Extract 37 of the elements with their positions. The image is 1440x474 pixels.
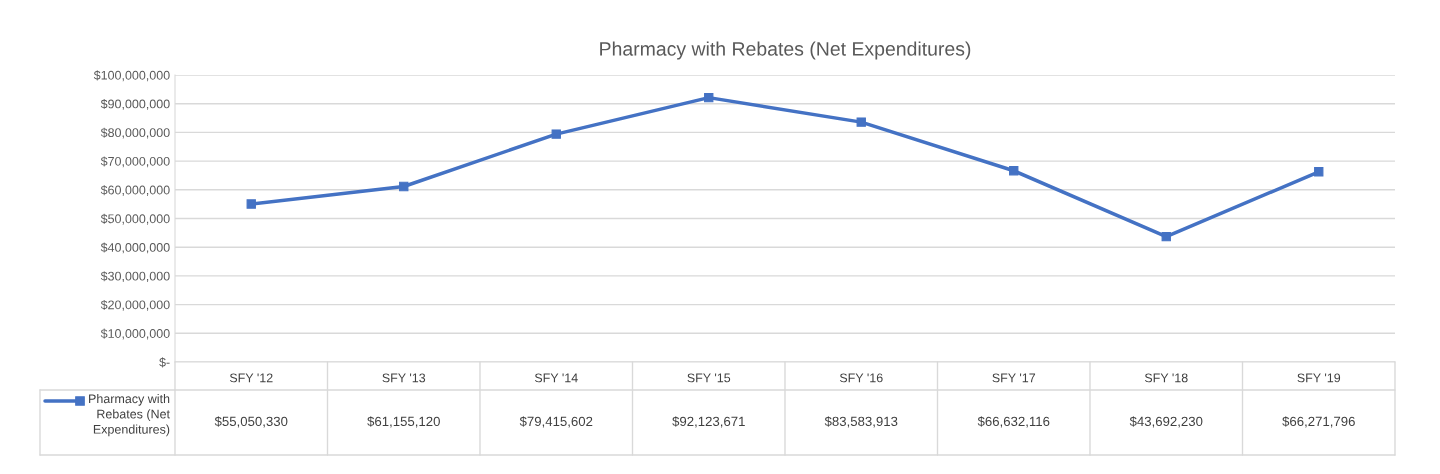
x-tick-label: SFY '12 xyxy=(229,373,273,383)
data-label: $79,415,602 xyxy=(519,416,593,428)
y-tick-label: $30,000,000 xyxy=(100,271,170,283)
x-tick-label: SFY '18 xyxy=(1144,373,1188,383)
x-tick-label: SFY '16 xyxy=(839,373,883,383)
y-tick-label: $60,000,000 xyxy=(100,185,170,196)
point xyxy=(856,117,866,127)
data-label: $66,271,796 xyxy=(1282,416,1355,428)
point xyxy=(704,92,714,103)
y-tick-label: $20,000,000 xyxy=(100,299,170,311)
y-tick-label: $- xyxy=(159,357,170,368)
legend-label: Pharmacy with Rebates (Net Expenditures) xyxy=(89,394,170,437)
data-label: $83,583,913 xyxy=(824,416,898,428)
point xyxy=(1314,167,1324,177)
data-label: $43,692,230 xyxy=(1129,416,1203,428)
y-tick-label: $50,000,000 xyxy=(100,213,170,225)
point xyxy=(1009,166,1019,176)
y-tick-label: $70,000,000 xyxy=(100,156,170,168)
y-tick-label: $10,000,000 xyxy=(100,328,170,340)
y-tick-label: $100,000,000 xyxy=(93,70,170,82)
x-tick-label: SFY '13 xyxy=(382,373,426,383)
y-tick-label: $90,000,000 xyxy=(100,98,170,110)
x-tick-label: SFY '19 xyxy=(1297,373,1341,383)
data-label: $61,155,120 xyxy=(367,416,440,428)
data-label: $92,123,671 xyxy=(672,416,745,428)
data-label: $55,050,330 xyxy=(214,416,288,428)
point xyxy=(551,129,561,139)
point xyxy=(1161,231,1171,242)
x-tick-label: SFY '14 xyxy=(534,373,578,383)
point xyxy=(246,199,256,209)
chart-title: Pharmacy with Rebates (Net Expenditures) xyxy=(600,41,971,60)
x-tick-label: SFY '15 xyxy=(687,373,731,383)
y-tick-label: $80,000,000 xyxy=(100,127,170,139)
point xyxy=(399,181,409,192)
x-tick-label: SFY '17 xyxy=(992,373,1036,383)
y-tick-label: $40,000,000 xyxy=(100,242,170,254)
data-label: $66,632,116 xyxy=(977,416,1050,428)
